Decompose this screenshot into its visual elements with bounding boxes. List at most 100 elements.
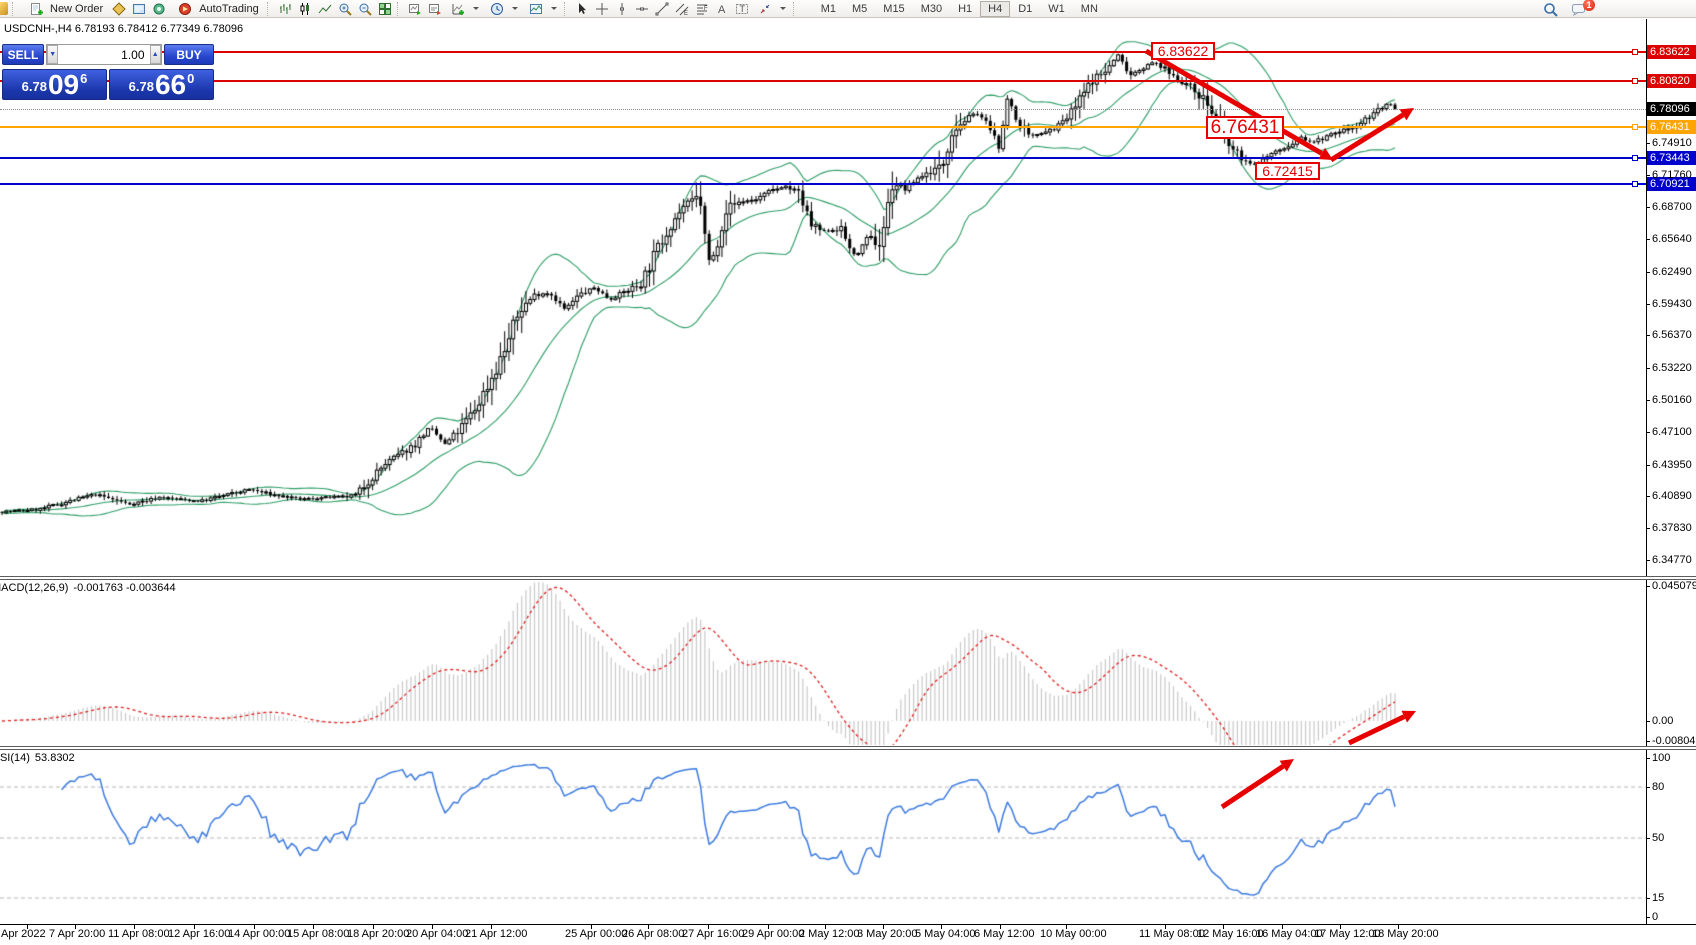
price-badge-6.80820: 6.80820 bbox=[1647, 74, 1696, 88]
timeframe-button-m1[interactable]: M1 bbox=[813, 1, 844, 17]
rsi-tick-label: 80 bbox=[1652, 781, 1665, 793]
zoom-in-icon[interactable] bbox=[335, 1, 355, 17]
templates-dropdown-arrow[interactable] bbox=[550, 1, 559, 17]
price-annotation-box[interactable]: 6.76431 bbox=[1206, 116, 1284, 139]
market-watch-icon[interactable] bbox=[109, 1, 129, 17]
periods-button[interactable] bbox=[484, 1, 523, 17]
timeframe-button-m30[interactable]: M30 bbox=[913, 1, 950, 17]
templates-button[interactable] bbox=[523, 1, 562, 17]
indicators-dropdown-arrow[interactable] bbox=[472, 1, 481, 17]
level-line-handle[interactable] bbox=[1632, 181, 1638, 187]
trendline-tool-icon[interactable] bbox=[652, 1, 672, 17]
new-chart-icon[interactable] bbox=[405, 1, 425, 17]
volume-input[interactable] bbox=[58, 45, 150, 64]
chat-icon[interactable]: 1 bbox=[1568, 0, 1595, 17]
indicators-button[interactable] bbox=[445, 1, 484, 17]
clipped-toolbar-icon[interactable] bbox=[0, 2, 8, 15]
price-tick-mark bbox=[1646, 368, 1650, 369]
time-axis-label: 6 May 12:00 bbox=[974, 928, 1035, 940]
cursor-tool-icon[interactable] bbox=[572, 1, 592, 17]
time-axis-label: 11 May 08:00 bbox=[1139, 928, 1205, 940]
time-axis-label: 27 Apr 16:00 bbox=[682, 928, 745, 940]
price-level-line-6.73443[interactable] bbox=[0, 157, 1646, 159]
level-line-handle[interactable] bbox=[1632, 49, 1638, 55]
toolbar-separator bbox=[396, 1, 403, 16]
pane-separator[interactable] bbox=[0, 576, 1696, 580]
price-tick-mark bbox=[1646, 304, 1650, 305]
tile-windows-icon[interactable] bbox=[375, 1, 395, 17]
price-annotation-box[interactable]: 6.83622 bbox=[1151, 42, 1215, 60]
timeframe-button-w1[interactable]: W1 bbox=[1040, 1, 1073, 17]
level-line-handle[interactable] bbox=[1632, 78, 1638, 84]
candlestick-chart-icon[interactable] bbox=[295, 1, 315, 17]
level-line-handle[interactable] bbox=[1632, 155, 1638, 161]
zoom-out-icon[interactable] bbox=[355, 1, 375, 17]
price-tick-mark bbox=[1646, 207, 1650, 208]
chart-profiles-icon[interactable] bbox=[425, 1, 445, 17]
price-tick-mark bbox=[1646, 496, 1650, 497]
volume-stepper: ▼ ▲ bbox=[46, 44, 162, 65]
horizontal-line-tool-icon[interactable] bbox=[632, 1, 652, 17]
notification-badge[interactable]: 1 bbox=[1583, 0, 1595, 11]
timeframe-button-m15[interactable]: M15 bbox=[875, 1, 912, 17]
text-tool-icon[interactable]: A bbox=[712, 1, 732, 17]
price-level-line-6.83622[interactable] bbox=[0, 51, 1646, 53]
time-axis-label: 17 May 12:00 bbox=[1314, 928, 1381, 940]
volume-increase-button[interactable]: ▲ bbox=[149, 45, 161, 64]
time-tick-mark bbox=[941, 925, 942, 929]
sell-price-display[interactable]: 6.78 09 6 bbox=[2, 69, 107, 100]
equidistant-channel-tool-icon[interactable]: E bbox=[672, 1, 692, 17]
arrows-tool-button[interactable] bbox=[752, 1, 791, 17]
time-tick-mark bbox=[27, 925, 28, 929]
price-annotation-box[interactable]: 6.72415 bbox=[1255, 162, 1320, 180]
time-tick-mark bbox=[1223, 925, 1224, 929]
time-tick-mark bbox=[432, 925, 433, 929]
pane-separator[interactable] bbox=[0, 746, 1696, 750]
periods-dropdown-arrow[interactable] bbox=[511, 1, 520, 17]
price-tick-label: 6.62490 bbox=[1652, 266, 1692, 278]
price-level-line-6.76431[interactable] bbox=[0, 126, 1646, 128]
vertical-line-tool-icon[interactable] bbox=[612, 1, 632, 17]
time-tick-mark bbox=[1340, 925, 1341, 929]
arrows-dropdown-arrow[interactable] bbox=[779, 1, 788, 17]
fibonacci-tool-icon[interactable]: F bbox=[692, 1, 712, 17]
buy-price-sup: 0 bbox=[187, 71, 195, 86]
new-order-icon bbox=[26, 1, 46, 17]
timeframe-button-mn[interactable]: MN bbox=[1073, 1, 1106, 17]
price-tick-mark bbox=[1646, 143, 1650, 144]
text-label-tool-icon[interactable]: T bbox=[732, 1, 752, 17]
price-level-line-6.78096[interactable] bbox=[0, 109, 1646, 110]
price-tick-label: 6.74910 bbox=[1652, 137, 1692, 149]
time-tick-mark bbox=[1398, 925, 1399, 929]
timeframe-button-h1[interactable]: H1 bbox=[950, 1, 980, 17]
time-axis-label: Apr 2022 bbox=[1, 928, 46, 940]
volume-decrease-button[interactable]: ▼ bbox=[47, 45, 59, 64]
price-badge-6.70921: 6.70921 bbox=[1647, 177, 1696, 191]
sell-button[interactable]: SELL bbox=[2, 44, 44, 65]
time-tick-mark bbox=[768, 925, 769, 929]
price-level-line-6.80820[interactable] bbox=[0, 80, 1646, 82]
timeframe-button-d1[interactable]: D1 bbox=[1010, 1, 1040, 17]
price-level-line-6.70921[interactable] bbox=[0, 183, 1646, 185]
time-axis-label: 18 Apr 20:00 bbox=[347, 928, 410, 940]
price-tick-label: 6.34770 bbox=[1652, 554, 1692, 566]
buy-price-display[interactable]: 6.78 66 0 bbox=[109, 69, 214, 100]
periods-clock-icon bbox=[487, 1, 507, 17]
toolbar-separator bbox=[266, 1, 273, 16]
bar-chart-icon[interactable] bbox=[275, 1, 295, 17]
timeframe-button-m5[interactable]: M5 bbox=[844, 1, 875, 17]
data-window-icon[interactable] bbox=[129, 1, 149, 17]
timeframe-button-h4[interactable]: H4 bbox=[980, 0, 1011, 17]
line-chart-icon[interactable] bbox=[315, 1, 335, 17]
price-tick-mark bbox=[1646, 175, 1650, 176]
new-order-button[interactable]: New Order bbox=[20, 1, 109, 17]
buy-button[interactable]: BUY bbox=[164, 44, 214, 65]
crosshair-tool-icon[interactable] bbox=[592, 1, 612, 17]
svg-text:F: F bbox=[704, 6, 708, 12]
search-icon[interactable] bbox=[1540, 1, 1560, 17]
autotrading-button[interactable]: AutoTrading bbox=[169, 1, 265, 17]
navigator-icon[interactable] bbox=[149, 1, 169, 17]
level-line-handle[interactable] bbox=[1632, 124, 1638, 130]
price-tick-label: 6.40890 bbox=[1652, 490, 1692, 502]
